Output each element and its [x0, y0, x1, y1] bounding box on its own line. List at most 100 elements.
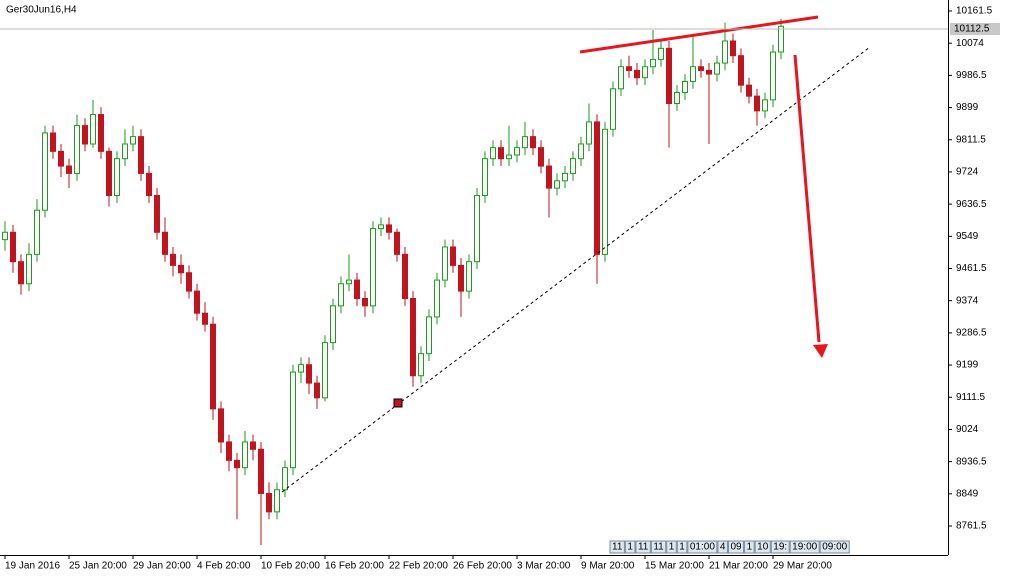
y-tick-label: 8761.5	[956, 521, 987, 532]
anchor-point	[393, 398, 403, 408]
candle-body	[130, 136, 136, 145]
candle-body	[218, 408, 224, 443]
candle-body	[346, 279, 352, 285]
candle-body	[178, 264, 184, 274]
candle-body	[594, 121, 600, 255]
scroll-label: 11	[653, 542, 664, 553]
candle-body	[354, 279, 360, 299]
candle-body	[250, 441, 256, 450]
candle-body	[674, 91, 680, 105]
candle-body	[666, 47, 672, 105]
y-tick-label: 9374	[956, 295, 979, 306]
candle-body	[58, 150, 64, 167]
y-tick-label: 9111.5	[956, 392, 986, 403]
candle-body	[98, 114, 104, 152]
candle-body	[10, 231, 16, 263]
scroll-box	[624, 540, 636, 554]
candle-body	[466, 261, 472, 292]
candle-body	[386, 224, 392, 233]
x-tick-label: 19 Jan 2016	[5, 561, 60, 572]
x-tick-label: 25 Jan 20:00	[69, 561, 127, 572]
candle-body	[402, 253, 408, 299]
candle-body	[186, 272, 192, 292]
candle-body	[762, 99, 768, 112]
candle-body	[642, 66, 648, 79]
candle-body	[498, 147, 504, 160]
candle-body	[258, 448, 264, 494]
scroll-label: 1	[679, 542, 685, 553]
x-tick-label: 21 Mar 20:00	[709, 561, 768, 572]
candle-body	[578, 143, 584, 160]
candle-body	[162, 231, 168, 255]
candle-body	[266, 492, 272, 513]
candle-body	[682, 80, 688, 93]
candle-body	[82, 125, 88, 145]
scroll-label: 11	[612, 542, 623, 553]
scroll-label: 09	[730, 542, 742, 553]
candle-body	[74, 125, 80, 174]
x-tick-label: 3 Mar 20:00	[517, 561, 571, 572]
candle-body	[234, 459, 240, 469]
candle-body	[170, 253, 176, 266]
current-price-label: 10112.5	[954, 24, 990, 35]
y-tick-label: 9899	[956, 102, 979, 113]
candle-body	[426, 316, 432, 355]
candle-body	[778, 25, 784, 53]
x-tick-label: 16 Feb 20:00	[325, 561, 384, 572]
candle-body	[226, 441, 232, 461]
candle-body	[66, 165, 72, 174]
candle-body	[146, 172, 152, 196]
candle-body	[634, 69, 640, 79]
candle-body	[210, 323, 216, 410]
scroll-box	[744, 540, 755, 554]
current-price-box	[950, 23, 1000, 36]
candle-body	[202, 312, 208, 325]
candle-body	[194, 290, 200, 314]
scroll-label: 19:00	[792, 542, 817, 553]
candle-body	[562, 172, 568, 182]
candle-body	[394, 231, 400, 255]
chart-title: Ger30Jun16,H4	[6, 5, 77, 16]
candle-body	[378, 224, 384, 230]
scroll-label: 4	[720, 542, 726, 553]
candle-body	[714, 62, 720, 75]
candle-body	[314, 382, 320, 399]
candle-body	[698, 66, 704, 71]
candle-body	[154, 194, 160, 233]
y-tick-label: 9549	[956, 231, 979, 242]
scroll-box	[819, 540, 850, 554]
candle-body	[90, 114, 96, 145]
scroll-label: 10	[757, 542, 769, 553]
y-tick-label: 8849	[956, 488, 979, 499]
x-tick-label: 22 Feb 20:00	[389, 561, 448, 572]
scroll-box	[650, 540, 667, 554]
candle-body	[586, 121, 592, 145]
candle-body	[746, 84, 752, 97]
scroll-label: 1	[669, 542, 675, 553]
candle-body	[282, 467, 288, 491]
x-tick-label: 29 Mar 20:00	[773, 561, 832, 572]
candle-body	[458, 264, 464, 292]
y-tick-label: 9461.5	[956, 263, 987, 274]
scroll-box	[770, 540, 790, 554]
candle-body	[442, 246, 448, 281]
scroll-label: 01:00	[690, 542, 715, 553]
candle-body	[530, 136, 536, 149]
candle-body	[290, 371, 296, 469]
y-tick-label: 9024	[956, 424, 979, 435]
candle-body	[298, 364, 304, 373]
candle-body	[770, 51, 776, 101]
scroll-box	[609, 540, 625, 554]
candle-body	[362, 297, 368, 307]
x-tick-label: 26 Feb 20:00	[453, 561, 512, 572]
scroll-label: 1	[747, 542, 753, 553]
candle-body	[434, 279, 440, 318]
support-trendline	[281, 46, 871, 493]
scroll-box	[727, 540, 745, 554]
candle-body	[410, 297, 416, 377]
y-tick-label: 9286.5	[956, 328, 987, 339]
candle-body	[114, 158, 120, 196]
candle-body	[2, 231, 8, 241]
